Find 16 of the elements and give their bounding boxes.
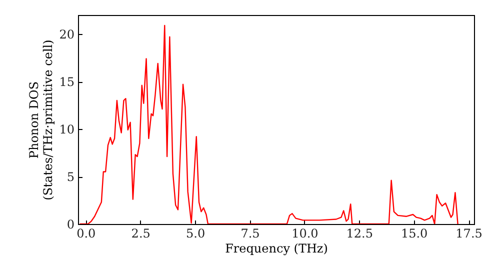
x-tick-label: 10.0 (292, 226, 318, 240)
line-series (79, 24, 458, 224)
y-axis-title: Phonon DOS (States/THz·primitive cell) (27, 40, 56, 200)
x-tick-label: 5.0 (186, 226, 206, 240)
x-tick-label: 7.5 (240, 226, 260, 240)
y-tick-label: 15 (59, 75, 74, 89)
x-tick-label: 15.0 (400, 226, 428, 240)
x-tick-label: 17.5 (456, 226, 482, 240)
x-tick-label: 2.5 (131, 226, 150, 240)
x-axis-title: Frequency (THz) (225, 242, 328, 256)
y-tick-label: 5 (66, 170, 74, 184)
y-tick-label: 0 (66, 218, 74, 232)
y-tick-label: 10 (59, 122, 74, 136)
x-tick-label: 12.5 (346, 226, 373, 240)
x-tick-label: 0.0 (76, 226, 96, 240)
y-tick-label: 20 (59, 28, 74, 42)
